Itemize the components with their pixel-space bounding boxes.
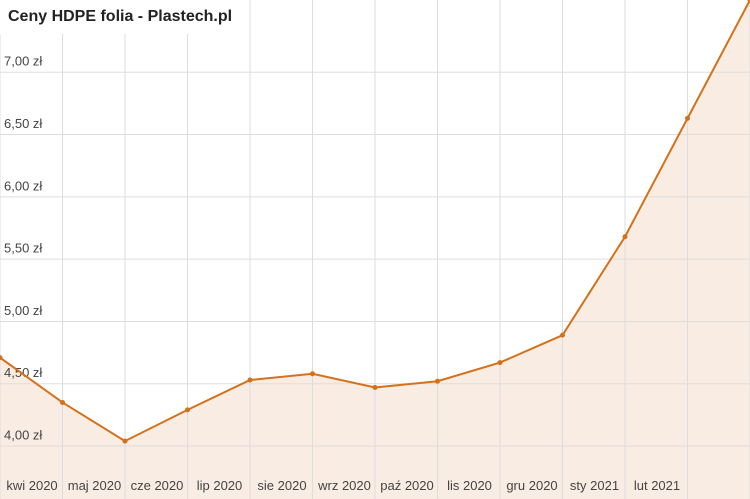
point xyxy=(560,332,565,338)
point xyxy=(435,378,440,384)
x-tick-label: lis 2020 xyxy=(447,478,492,493)
y-tick-label: 4,00 zł xyxy=(4,427,42,442)
x-tick-label: gru 2020 xyxy=(506,478,558,493)
y-tick-label: 5,50 zł xyxy=(4,241,42,256)
point xyxy=(372,384,378,390)
chart-title: Ceny HDPE folia - Plastech.pl xyxy=(8,8,232,25)
point xyxy=(122,438,128,444)
point xyxy=(497,360,503,366)
y-tick-label: 4,50 zł xyxy=(4,365,42,380)
y-tick-label: 6,50 zł xyxy=(4,116,42,131)
point xyxy=(622,234,628,240)
point xyxy=(185,407,190,413)
point xyxy=(60,399,65,405)
point xyxy=(747,0,750,3)
x-tick-label: cze 2020 xyxy=(130,478,184,493)
x-tick-label: kwi 2020 xyxy=(6,478,58,493)
y-tick-label: 7,00 zł xyxy=(4,54,42,69)
y-tick-label: 6,00 zł xyxy=(4,178,42,193)
y-tick-label: 5,00 zł xyxy=(4,303,42,318)
x-tick-label: lip 2020 xyxy=(196,478,243,493)
point xyxy=(685,115,690,121)
x-tick-label: maj 2020 xyxy=(67,478,122,493)
x-tick-label: sty 2021 xyxy=(569,478,620,493)
x-tick-label: wrz 2020 xyxy=(318,478,371,493)
point xyxy=(247,377,253,383)
x-tick-label: lut 2021 xyxy=(633,478,681,493)
point xyxy=(0,355,3,361)
title-bg xyxy=(0,0,240,34)
x-tick-label: sie 2020 xyxy=(257,478,307,493)
x-tick-label: paź 2020 xyxy=(380,478,434,493)
point xyxy=(310,371,315,377)
